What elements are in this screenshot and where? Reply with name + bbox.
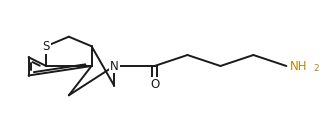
Text: O: O xyxy=(150,78,159,91)
Text: N: N xyxy=(110,60,118,72)
Text: S: S xyxy=(42,40,50,53)
Text: NH: NH xyxy=(290,60,307,72)
Text: 2: 2 xyxy=(313,64,319,73)
